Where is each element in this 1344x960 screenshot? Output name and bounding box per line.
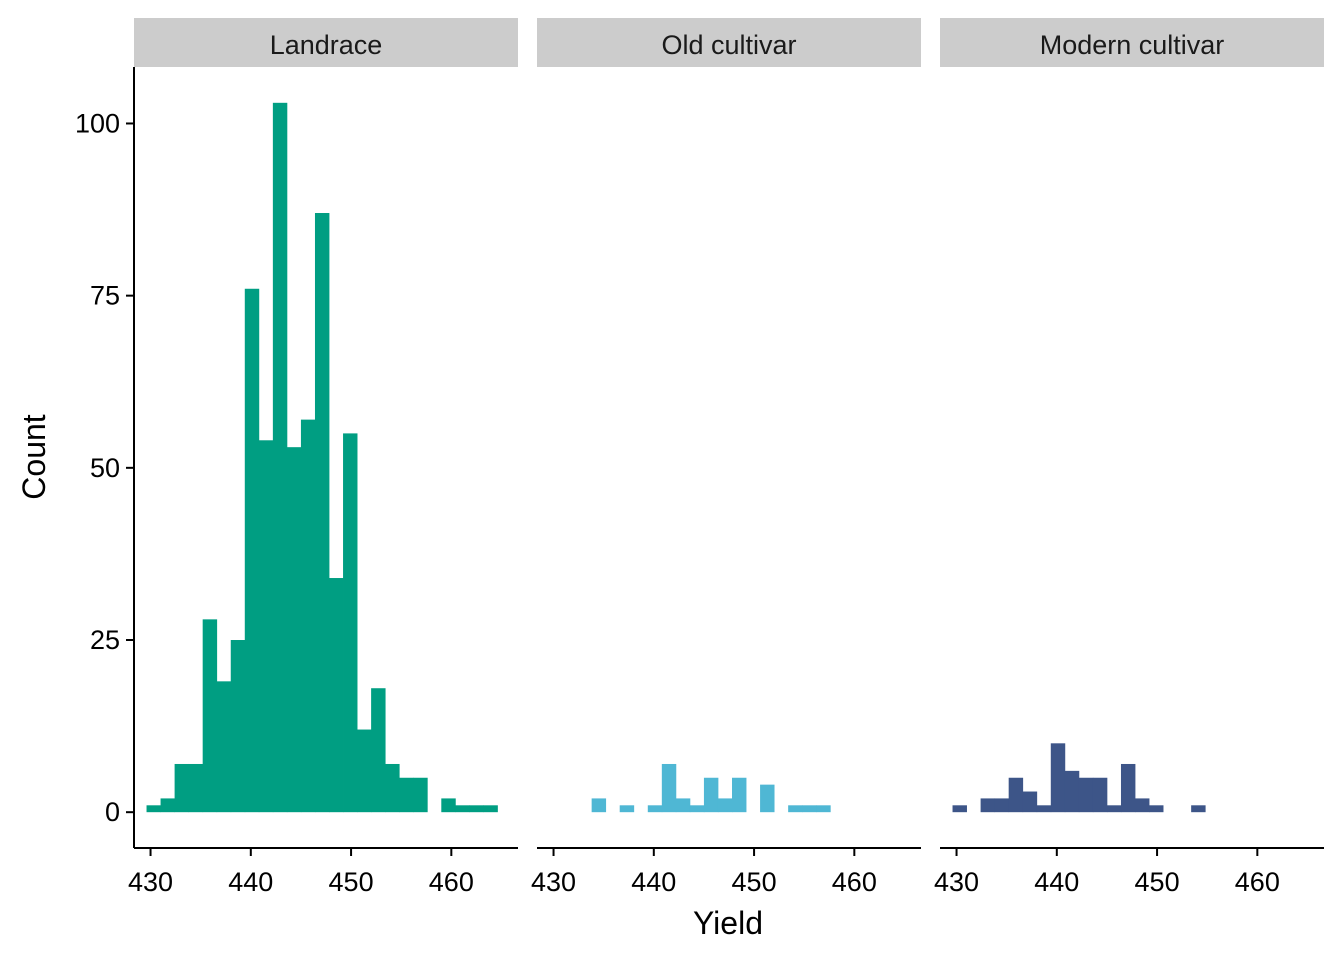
histogram-bar — [732, 777, 747, 813]
histogram-bar — [329, 578, 344, 813]
histogram-bar — [343, 433, 358, 813]
x-tick-label: 440 — [228, 867, 273, 897]
y-axis: 0 25 50 75 100 — [75, 67, 135, 848]
histogram-bar — [952, 805, 967, 813]
x-tick-label: 430 — [128, 867, 173, 897]
histogram-bar — [1022, 791, 1038, 813]
histogram-bar — [202, 619, 218, 813]
facet-panel: Landrace 430 440 450 460 — [128, 18, 518, 897]
x-tick-label: 450 — [1135, 867, 1180, 897]
x-tick-label: 430 — [934, 867, 979, 897]
x-tick-label: 450 — [329, 867, 374, 897]
histogram-bar — [216, 681, 232, 813]
histogram-bar — [1092, 777, 1108, 813]
histogram-bar — [160, 798, 176, 813]
x-tick-label: 460 — [1235, 867, 1280, 897]
x-tick-label: 460 — [429, 867, 474, 897]
histogram-bar — [1078, 777, 1094, 813]
histogram-bar — [689, 805, 705, 813]
facet-strip-label: Modern cultivar — [1040, 30, 1225, 60]
x-tick-label: 440 — [631, 867, 676, 897]
histogram-bar — [1064, 770, 1080, 813]
histogram-bar — [357, 729, 372, 813]
histogram-bar — [717, 798, 733, 813]
histogram-bar — [469, 805, 484, 813]
histogram-bar — [591, 798, 607, 813]
histogram-bar — [675, 798, 691, 813]
y-tick-label: 0 — [105, 797, 120, 827]
histogram-bar — [619, 805, 635, 813]
histogram-bar — [441, 798, 456, 813]
facet-strip — [940, 18, 1324, 67]
histogram-bar — [258, 440, 274, 813]
histogram-bar — [230, 640, 246, 813]
histogram-bar — [760, 784, 775, 813]
facet-panel: Modern cultivar 430 440 450 460 — [934, 18, 1324, 897]
y-tick-label: 75 — [90, 281, 120, 311]
facet-strip — [537, 18, 921, 67]
histogram-bar — [1149, 805, 1164, 813]
histogram-bar — [703, 777, 719, 813]
histogram-bar — [371, 688, 386, 813]
x-axis-title: Yield — [693, 905, 763, 941]
histogram-bar — [314, 213, 330, 813]
histogram-bar — [1008, 777, 1024, 813]
histogram-bar — [455, 805, 470, 813]
y-tick-label: 50 — [90, 453, 120, 483]
histogram-bar — [399, 777, 414, 813]
panels-group: Landrace 430 440 450 460 Old cultivar 430 440 45… — [128, 18, 1324, 897]
histogram-bar — [188, 763, 204, 813]
histogram-bar — [286, 447, 302, 813]
histogram-bar — [647, 805, 663, 813]
histogram-bar — [1036, 805, 1052, 813]
facet-strip-label: Old cultivar — [661, 30, 796, 60]
histogram-bar — [994, 798, 1010, 813]
facet-strip — [134, 18, 518, 67]
y-tick-label: 100 — [75, 108, 120, 138]
histogram-bar — [1120, 763, 1136, 813]
histogram-bar — [385, 763, 400, 813]
y-axis-title: Count — [16, 414, 52, 500]
histogram-bar — [802, 805, 817, 813]
histogram-bar — [300, 419, 316, 813]
histogram-bar — [413, 777, 428, 813]
x-tick-label: 440 — [1034, 867, 1079, 897]
histogram-bar — [244, 288, 260, 813]
x-tick-label: 460 — [832, 867, 877, 897]
histogram-bar — [1106, 805, 1122, 813]
facet-strip-label: Landrace — [270, 30, 383, 60]
y-tick-label: 25 — [90, 625, 120, 655]
histogram-bar — [788, 805, 803, 813]
histogram-bar — [1135, 798, 1150, 813]
histogram-bar — [146, 805, 161, 813]
x-tick-label: 450 — [732, 867, 777, 897]
histogram-bar — [661, 763, 677, 813]
histogram-bar — [1191, 805, 1206, 813]
facet-panel: Old cultivar 430 440 450 460 — [531, 18, 921, 897]
histogram-bar — [1050, 743, 1066, 813]
histogram-bar — [174, 763, 190, 813]
histogram-bar — [816, 805, 831, 813]
x-tick-label: 430 — [531, 867, 576, 897]
histogram-bar — [980, 798, 996, 813]
histogram-bar — [483, 805, 498, 813]
histogram-bar — [272, 102, 288, 813]
